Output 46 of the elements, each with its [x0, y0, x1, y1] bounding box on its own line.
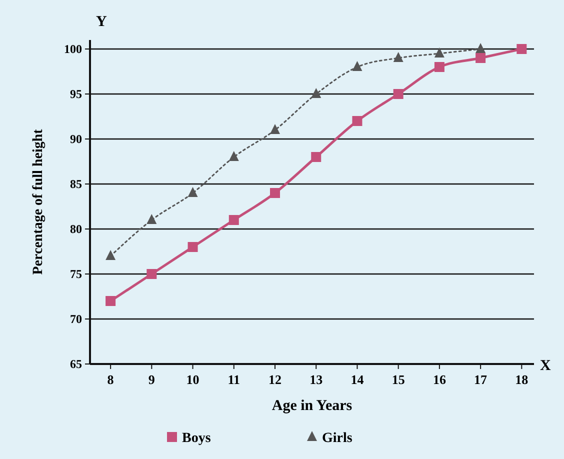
legend-label: Girls — [322, 431, 353, 446]
x-tick-label: 10 — [186, 372, 200, 387]
point — [393, 89, 404, 99]
point — [270, 188, 280, 198]
point — [146, 269, 157, 279]
x-tick-label: 17 — [474, 372, 488, 387]
point — [476, 43, 486, 53]
x-tick-label: 18 — [515, 372, 529, 387]
point — [311, 88, 322, 98]
point — [434, 62, 444, 72]
x-tick-label: 9 — [148, 372, 156, 387]
point — [228, 215, 239, 225]
point — [352, 61, 362, 71]
point — [188, 242, 198, 252]
y-tick-label: 95 — [70, 87, 82, 101]
x-tick-label: 16 — [432, 372, 446, 387]
text: X — [540, 358, 551, 374]
point — [516, 44, 527, 54]
point — [146, 214, 157, 224]
legend-label: Boys — [182, 431, 212, 446]
y-tick-label: 70 — [70, 312, 82, 326]
y-tick-label: 75 — [70, 267, 82, 281]
x-axis-title: Age in Years — [272, 398, 352, 414]
y-tick-label: 65 — [70, 357, 82, 371]
point — [106, 296, 116, 306]
text: Y — [96, 14, 107, 30]
point — [476, 53, 486, 63]
point — [270, 124, 280, 134]
x-tick-label: 8 — [107, 372, 114, 387]
y-tick-label: 80 — [70, 222, 82, 236]
point — [352, 116, 362, 126]
point — [188, 187, 198, 197]
point — [106, 250, 116, 260]
y-tick-label: 85 — [70, 177, 82, 191]
y-axis-title: Percentage of full height — [31, 128, 46, 275]
x-tick-label: 12 — [268, 372, 282, 387]
x-tick-label: 15 — [392, 372, 406, 387]
y-tick-label: 90 — [70, 132, 82, 146]
point — [434, 48, 444, 58]
x-tick-label: 14 — [350, 372, 364, 387]
x-tick-label: 13 — [310, 372, 324, 387]
y-tick-label: 100 — [64, 42, 82, 56]
point — [311, 152, 322, 162]
point — [393, 52, 404, 62]
point — [228, 151, 239, 161]
x-tick-label: 11 — [228, 372, 240, 387]
